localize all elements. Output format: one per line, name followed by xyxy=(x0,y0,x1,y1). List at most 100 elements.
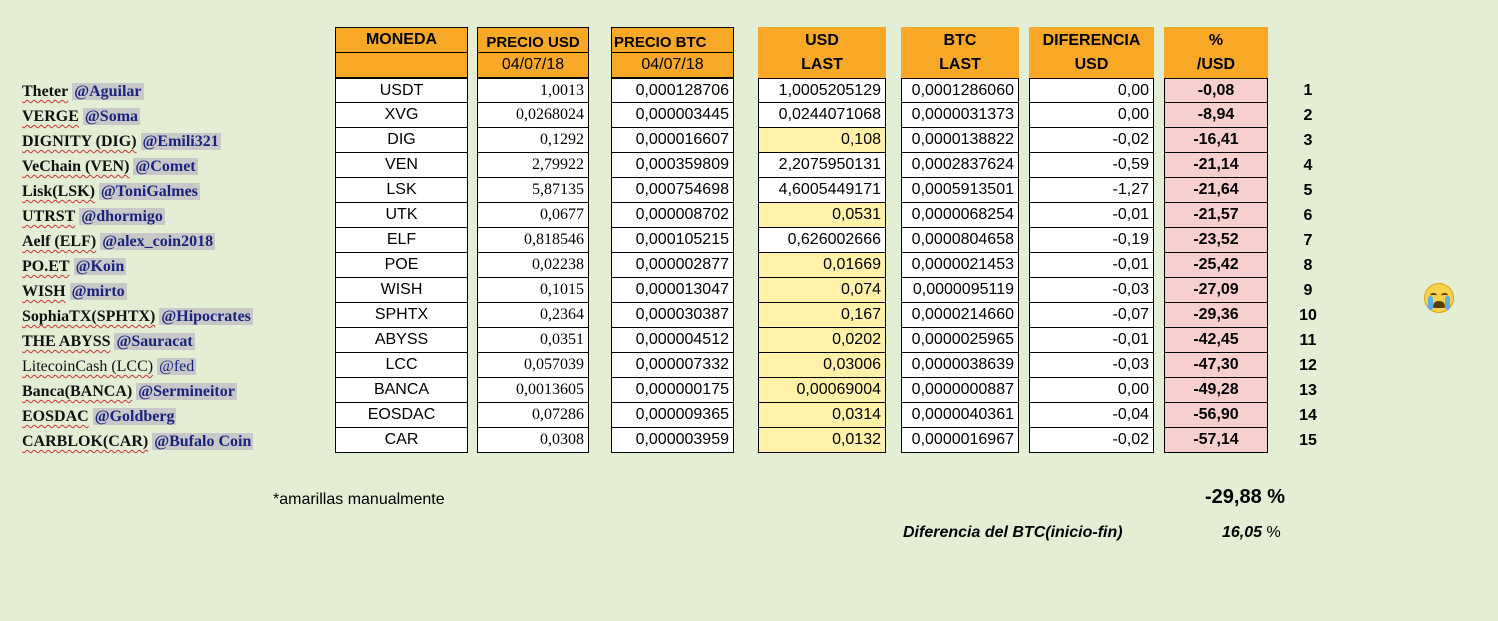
precio-usd-cell: 0,02238 xyxy=(477,253,589,278)
crying-face-icon xyxy=(1424,283,1454,313)
symbol-cell: LCC xyxy=(335,353,468,378)
btc-last-cell: 0,0000038639 xyxy=(901,353,1019,378)
coin-name: LitecoinCash (LCC) xyxy=(22,358,154,375)
symbol-cell: LSK xyxy=(335,178,468,203)
diff-usd-cell: 0,00 xyxy=(1029,378,1154,403)
pct-usd-cell: -25,42 xyxy=(1164,253,1268,278)
coin-label: DIGNITY (DIG) @Emili321 xyxy=(22,132,221,152)
coin-label: VeChain (VEN) @Comet xyxy=(22,157,198,177)
diff-usd-cell: -0,59 xyxy=(1029,153,1154,178)
coin-label: WISH @mirto xyxy=(22,282,127,302)
precio-usd-cell: 0,0268024 xyxy=(477,103,589,128)
coin-label: THE ABYSS @Sauracat xyxy=(22,332,195,352)
coin-name: DIGNITY (DIG) xyxy=(22,133,137,150)
pct-usd-cell: -8,94 xyxy=(1164,103,1268,128)
row-index: 7 xyxy=(1303,232,1313,249)
coin-label: EOSDAC @Goldberg xyxy=(22,407,177,427)
coin-name: VERGE xyxy=(22,108,79,125)
user-handle: @Goldberg xyxy=(92,408,177,425)
btc-diff-sign: % xyxy=(1266,524,1281,541)
row-index: 10 xyxy=(1299,307,1317,324)
usd-last-cell: 0,074 xyxy=(758,278,886,303)
coin-label: SophiaTX(SPHTX) @Hipocrates xyxy=(22,307,253,327)
symbol-cell: SPHTX xyxy=(335,303,468,328)
coin-label: Theter @Aguilar xyxy=(22,82,144,102)
coin-name: Theter xyxy=(22,83,69,100)
user-handle: @dhormigo xyxy=(79,208,165,225)
user-handle: @Bufalo Coin xyxy=(152,433,254,450)
symbol-cell: XVG xyxy=(335,103,468,128)
header-pct-2: /USD xyxy=(1164,53,1268,78)
diff-usd-cell: -0,01 xyxy=(1029,328,1154,353)
precio-usd-cell: 0,0013605 xyxy=(477,378,589,403)
header-diff-1: DIFERENCIA xyxy=(1029,27,1154,53)
row-index: 4 xyxy=(1303,157,1313,174)
user-handle: @mirto xyxy=(69,283,127,300)
diff-usd-cell: 0,00 xyxy=(1029,78,1154,103)
header-btc-last-2: LAST xyxy=(901,53,1019,78)
user-handle: @Sauracat xyxy=(114,333,195,350)
btc-last-cell: 0,0000214660 xyxy=(901,303,1019,328)
symbol-cell: UTK xyxy=(335,203,468,228)
pct-usd-cell: -47,30 xyxy=(1164,353,1268,378)
symbol-cell: EOSDAC xyxy=(335,403,468,428)
coin-name: SophiaTX(SPHTX) xyxy=(22,308,156,325)
btc-diff: 16,05 % xyxy=(1222,524,1281,542)
precio-btc-cell: 0,000016607 xyxy=(611,128,734,153)
coin-label: Lisk(LSK) @ToniGalmes xyxy=(22,182,200,202)
symbol-cell: DIG xyxy=(335,128,468,153)
diff-usd-cell: -0,07 xyxy=(1029,303,1154,328)
diff-usd-cell: -0,03 xyxy=(1029,353,1154,378)
coin-name: UTRST xyxy=(22,208,76,225)
manual-note: *amarillas manualmente xyxy=(273,491,445,508)
coin-name: Banca(BANCA) xyxy=(22,383,133,400)
row-index: 2 xyxy=(1303,107,1313,124)
header-precio-usd: PRECIO USD xyxy=(477,27,589,53)
user-handle: @Emili321 xyxy=(140,133,221,150)
coin-name: EOSDAC xyxy=(22,408,89,425)
row-index: 14 xyxy=(1299,407,1317,424)
precio-usd-cell: 0,1015 xyxy=(477,278,589,303)
btc-last-cell: 0,0000095119 xyxy=(901,278,1019,303)
header-usd-last-1: USD xyxy=(758,27,886,53)
precio-usd-cell: 2,79922 xyxy=(477,153,589,178)
coin-name: THE ABYSS xyxy=(22,333,111,350)
pct-usd-cell: -56,90 xyxy=(1164,403,1268,428)
usd-last-cell: 0,0132 xyxy=(758,428,886,453)
total-pct: -29,88 % xyxy=(1205,486,1285,509)
precio-btc-cell: 0,000128706 xyxy=(611,78,734,103)
precio-usd-cell: 0,0308 xyxy=(477,428,589,453)
precio-usd-cell: 0,2364 xyxy=(477,303,589,328)
user-handle: @alex_coin2018 xyxy=(100,233,216,250)
precio-usd-cell: 1,0013 xyxy=(477,78,589,103)
row-index: 13 xyxy=(1299,382,1317,399)
precio-btc-cell: 0,000002877 xyxy=(611,253,734,278)
diff-usd-cell: -0,02 xyxy=(1029,128,1154,153)
btc-last-cell: 0,0000000887 xyxy=(901,378,1019,403)
usd-last-cell: 0,0314 xyxy=(758,403,886,428)
diff-usd-cell: -0,19 xyxy=(1029,228,1154,253)
precio-btc-cell: 0,000007332 xyxy=(611,353,734,378)
precio-btc-cell: 0,000359809 xyxy=(611,153,734,178)
btc-last-cell: 0,0002837624 xyxy=(901,153,1019,178)
precio-btc-cell: 0,000754698 xyxy=(611,178,734,203)
precio-usd-cell: 0,057039 xyxy=(477,353,589,378)
user-handle: @Sermineitor xyxy=(136,383,237,400)
pct-usd-cell: -57,14 xyxy=(1164,428,1268,453)
usd-last-cell: 2,2075950131 xyxy=(758,153,886,178)
btc-last-cell: 0,0000138822 xyxy=(901,128,1019,153)
coin-name: Lisk(LSK) xyxy=(22,183,95,200)
usd-last-cell: 0,626002666 xyxy=(758,228,886,253)
diff-usd-cell: -0,04 xyxy=(1029,403,1154,428)
btc-last-cell: 0,0000804658 xyxy=(901,228,1019,253)
row-index: 5 xyxy=(1303,182,1313,199)
coin-label: Banca(BANCA) @Sermineitor xyxy=(22,382,237,402)
precio-btc-cell: 0,000003445 xyxy=(611,103,734,128)
coin-label: VERGE @Soma xyxy=(22,107,141,127)
row-index: 11 xyxy=(1299,332,1317,349)
header-pct-1: % xyxy=(1164,27,1268,53)
symbol-cell: VEN xyxy=(335,153,468,178)
precio-btc-cell: 0,000105215 xyxy=(611,228,734,253)
coin-name: WISH xyxy=(22,283,66,300)
usd-last-cell: 0,0244071068 xyxy=(758,103,886,128)
